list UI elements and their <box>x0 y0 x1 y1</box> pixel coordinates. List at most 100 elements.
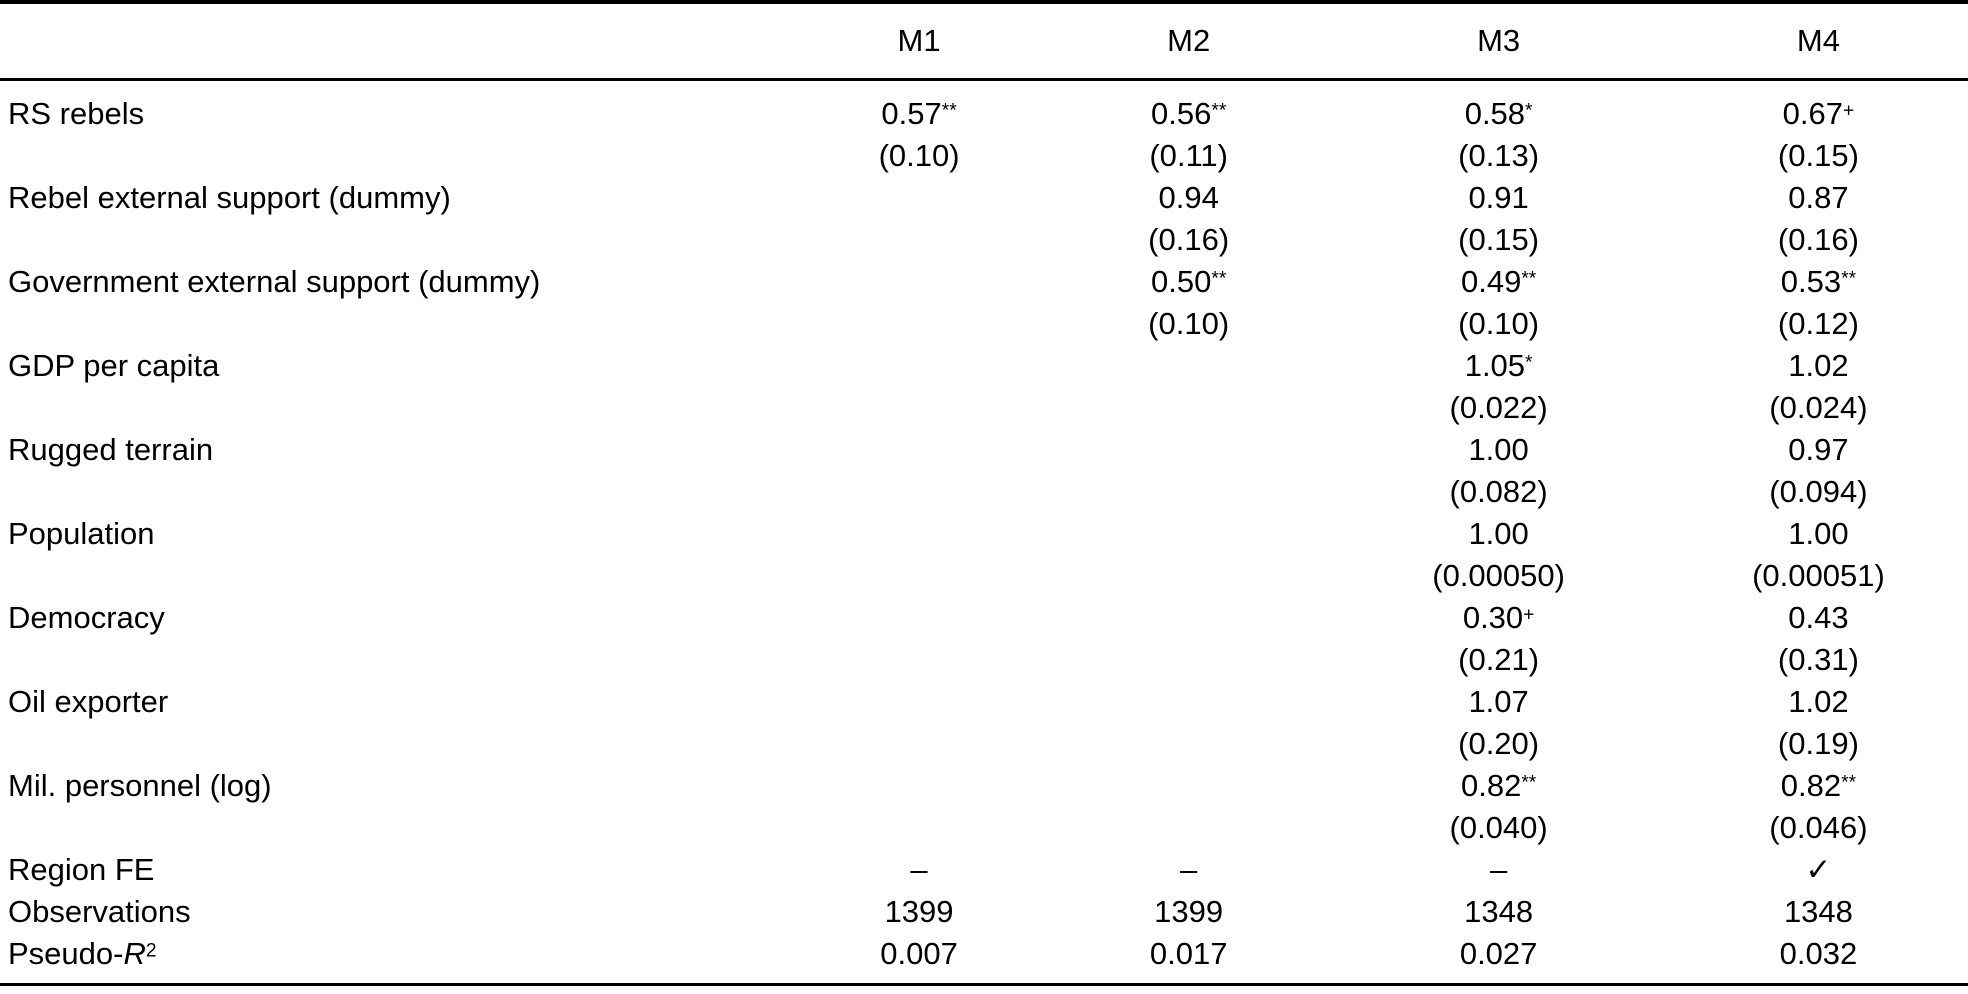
coefficient-cell <box>1049 513 1328 597</box>
significance-marker: ** <box>1841 772 1857 794</box>
se-value: (0.10) <box>1148 306 1230 341</box>
estimate-value: 0.94 <box>1158 180 1219 215</box>
summary-cell: 1348 <box>1464 894 1534 929</box>
estimate-value: 0.50 <box>1151 264 1212 299</box>
coefficient-cell <box>1049 429 1328 513</box>
coefficient-cell: 0.50** (0.10) <box>1049 261 1328 345</box>
se-value: (0.022) <box>1449 390 1548 425</box>
estimate-value: 0.43 <box>1788 600 1849 635</box>
se-value: (0.10) <box>1458 306 1540 341</box>
se-value <box>1049 639 1328 681</box>
se-value <box>789 723 1049 765</box>
estimate-value: 0.91 <box>1468 180 1529 215</box>
coefficient-cell: 0.56** (0.11) <box>1049 80 1328 178</box>
estimate-value: 0.58 <box>1464 96 1526 131</box>
coefficient-cell: 0.49** (0.10) <box>1328 261 1668 345</box>
se-value <box>789 471 1049 513</box>
coefficient-cell: 0.82** (0.046) <box>1669 765 1968 849</box>
significance-marker: ** <box>1211 100 1227 122</box>
summary-cell: 0.027 <box>1459 936 1538 971</box>
estimate-value: 1.05 <box>1464 348 1526 383</box>
table-row: Rebel external support (dummy) 0.94 (0.1… <box>0 177 1968 261</box>
row-label: Mil. personnel (log) <box>8 768 272 803</box>
se-value: (0.10) <box>878 138 960 173</box>
summary-cell: 0.007 <box>880 936 958 971</box>
estimate-value: 0.30 <box>1462 600 1524 635</box>
se-value: (0.024) <box>1769 390 1868 425</box>
table-row: Observations 1399 1399 1348 1348 <box>0 891 1968 933</box>
coefficient-cell: 0.87 (0.16) <box>1669 177 1968 261</box>
row-label: GDP per capita <box>8 348 220 383</box>
significance-marker: ** <box>1211 268 1227 290</box>
row-label: Democracy <box>8 600 165 635</box>
se-value <box>1049 555 1328 597</box>
significance-marker: + <box>1523 604 1535 626</box>
se-value: (0.31) <box>1777 642 1859 677</box>
coefficient-cell: 0.43 (0.31) <box>1669 597 1968 681</box>
estimate-value: 1.00 <box>1468 516 1529 551</box>
coefficient-cell: 0.97 (0.094) <box>1669 429 1968 513</box>
summary-cell: – <box>1180 852 1198 887</box>
table-row: Region FE – – – ✓ <box>0 849 1968 891</box>
se-value: (0.13) <box>1458 138 1540 173</box>
coefficient-cell <box>789 681 1049 765</box>
coefficient-cell: 1.02 (0.024) <box>1669 345 1968 429</box>
table-row: GDP per capita 1.05* (0.022) 1.02 (0.024… <box>0 345 1968 429</box>
estimate-value: 0.82 <box>1780 768 1842 803</box>
coefficient-cell: 0.53** (0.12) <box>1669 261 1968 345</box>
significance-marker: * <box>1525 100 1533 122</box>
estimate-value: 1.02 <box>1788 348 1849 383</box>
column-header-m1: M1 <box>789 2 1049 81</box>
se-value: (0.19) <box>1777 726 1859 761</box>
row-label: Rugged terrain <box>8 432 214 467</box>
summary-cell: 0.032 <box>1779 936 1858 971</box>
coefficient-cell <box>789 429 1049 513</box>
coefficient-cell <box>789 177 1049 261</box>
coefficient-cell: 0.67+ (0.15) <box>1669 80 1968 178</box>
se-value <box>789 807 1049 849</box>
coefficient-cell <box>789 513 1049 597</box>
table-row: Government external support (dummy) 0.50… <box>0 261 1968 345</box>
se-value: (0.16) <box>1148 222 1230 257</box>
se-value <box>1049 807 1328 849</box>
pseudo-r2-prefix: Pseudo- <box>8 936 124 971</box>
se-value: (0.15) <box>1458 222 1540 257</box>
se-value: (0.00051) <box>1752 558 1885 593</box>
coefficient-cell: 0.82** (0.040) <box>1328 765 1668 849</box>
se-value: (0.11) <box>1149 138 1228 173</box>
table-row: RS rebels 0.57** (0.10) 0.56** (0.11) 0.… <box>0 80 1968 178</box>
se-value: (0.040) <box>1449 810 1548 845</box>
row-label: Pseudo-R2 <box>0 933 789 985</box>
coefficient-cell <box>789 765 1049 849</box>
coefficient-cell <box>789 345 1049 429</box>
se-value: (0.082) <box>1449 474 1548 509</box>
significance-marker: ** <box>1521 268 1537 290</box>
se-value: (0.094) <box>1769 474 1868 509</box>
summary-cell: – <box>910 852 928 887</box>
coefficient-cell <box>1049 765 1328 849</box>
coefficient-cell: 1.07 (0.20) <box>1328 681 1668 765</box>
se-value: (0.15) <box>1777 138 1859 173</box>
coefficient-cell: 1.05* (0.022) <box>1328 345 1668 429</box>
se-value <box>1049 387 1328 429</box>
summary-cell: – <box>1489 852 1508 887</box>
estimate-value: 0.53 <box>1780 264 1842 299</box>
summary-cell: 1348 <box>1783 894 1853 929</box>
estimate-value: 0.57 <box>881 96 942 131</box>
se-value: (0.12) <box>1777 306 1859 341</box>
coefficient-cell <box>789 597 1049 681</box>
table-header: M1 M2 M3 M4 <box>0 2 1968 81</box>
estimate-value: 0.97 <box>1788 432 1849 467</box>
row-label: RS rebels <box>8 96 145 131</box>
coefficient-cell: 0.57** (0.10) <box>789 80 1049 178</box>
pseudo-r2-symbol: R <box>123 936 146 971</box>
estimate-value: 0.56 <box>1151 96 1212 131</box>
significance-marker: * <box>1525 352 1533 374</box>
estimate-value: 1.00 <box>1788 516 1849 551</box>
row-label: Government external support (dummy) <box>8 264 541 299</box>
coefficient-cell: 0.58* (0.13) <box>1328 80 1668 178</box>
summary-cell: 1399 <box>884 894 954 929</box>
column-header-m3: M3 <box>1328 2 1669 81</box>
estimate-value: 0.49 <box>1460 264 1522 299</box>
estimate-value: 0.82 <box>1460 768 1522 803</box>
